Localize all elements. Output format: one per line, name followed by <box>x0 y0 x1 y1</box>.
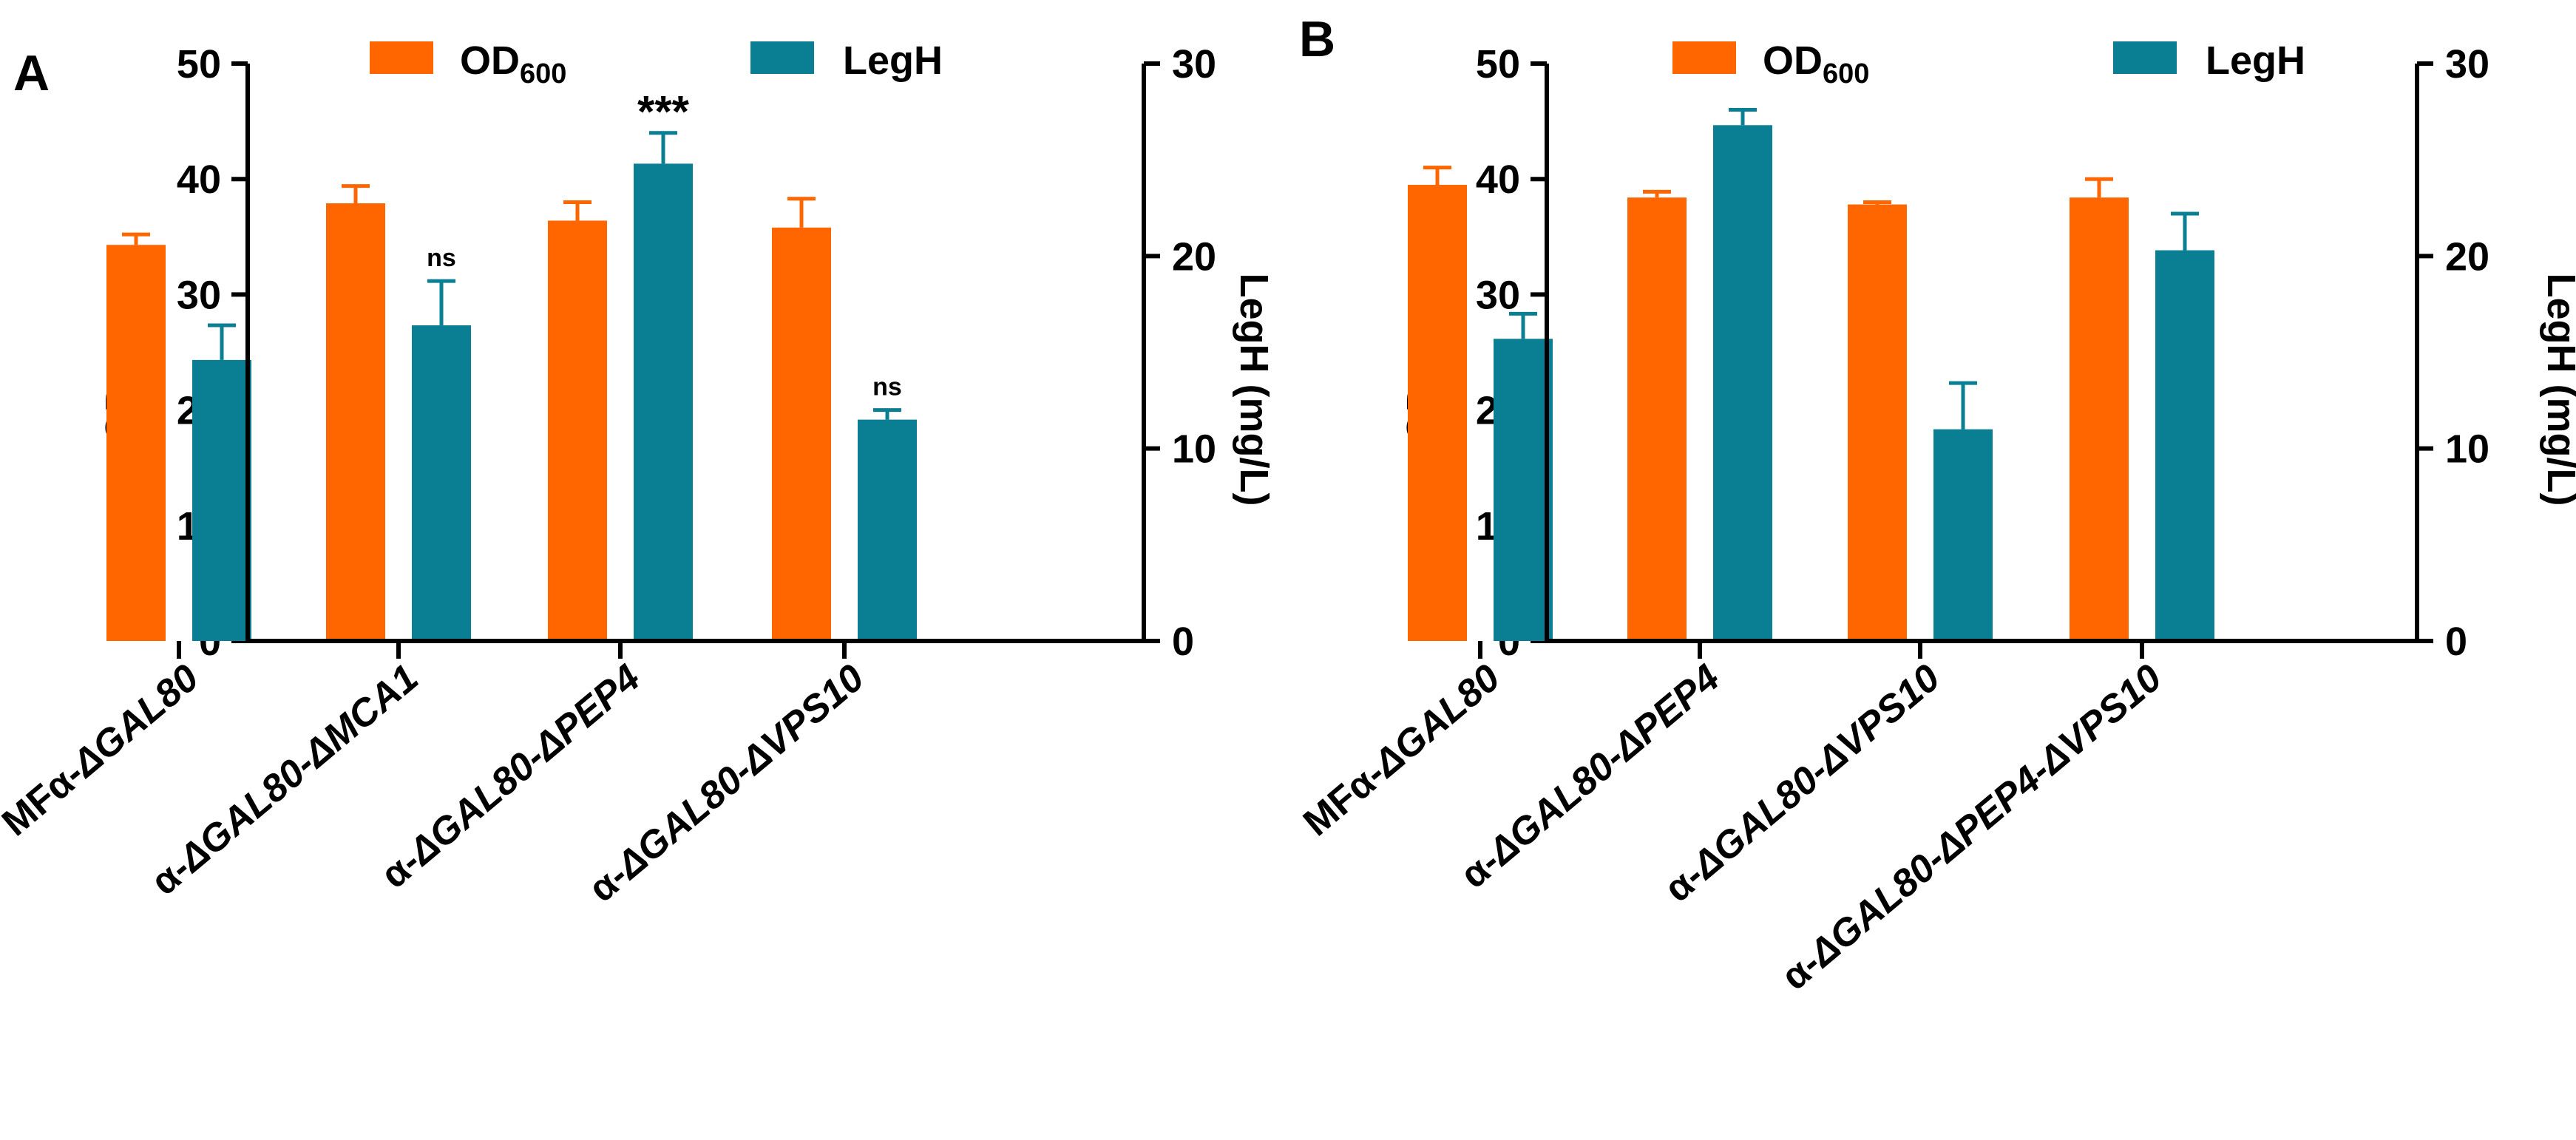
significance-label: ns <box>872 373 902 401</box>
y-right-tick-label: 30 <box>1172 42 1216 86</box>
panel-label: B <box>1299 11 1335 67</box>
bar-od600 <box>1408 185 1467 641</box>
legend-item-od600: OD600 <box>370 38 566 89</box>
bar-od600 <box>772 227 831 642</box>
y-axis-right-label: LegH (mg/L) <box>1232 274 1276 506</box>
y-right-tick-label: 10 <box>1172 427 1216 472</box>
bar-legh <box>1933 429 1993 641</box>
legend-item-legh: LegH <box>2113 38 2305 83</box>
y-left-tick-label: 50 <box>1476 42 1520 86</box>
x-tick-label: α-ΔGAL80-ΔPEP4-ΔVPS10 <box>1774 656 2170 999</box>
bar-od600 <box>326 203 385 641</box>
y-left-tick-label: 40 <box>1476 157 1520 202</box>
legend-label-od600: OD600 <box>460 38 566 89</box>
panel-a: A OD600 LegH OD600 LegH (mg/L) 0 10 20 30 40… <box>0 38 1276 911</box>
bar-legh <box>412 325 471 641</box>
legend-swatch-legh <box>750 41 814 74</box>
bar-od600 <box>1848 204 1907 642</box>
plot-area: 010203040500102030MFα-ΔGAL80α-ΔGAL80-ΔMC… <box>0 42 1216 911</box>
legend-label-od600: OD600 <box>1763 38 1869 89</box>
bar-od600 <box>2070 197 2129 641</box>
y-left-tick-label: 50 <box>177 42 221 86</box>
bar-od600 <box>548 220 607 641</box>
significance-label: *** <box>637 87 690 137</box>
x-tick-label: MFα-ΔGAL80 <box>1295 656 1508 845</box>
bar-legh <box>634 163 693 641</box>
legend-item-legh: LegH <box>750 38 943 83</box>
legend-item-od600: OD600 <box>1672 38 1869 89</box>
bar-legh <box>858 419 917 641</box>
y-right-tick-label: 20 <box>2445 234 2489 279</box>
y-left-tick-label: 40 <box>177 157 221 202</box>
legend-label-legh: LegH <box>843 38 943 83</box>
y-axis-right-label: LegH (mg/L) <box>2539 274 2576 506</box>
y-left-tick-label: 30 <box>1476 273 1520 317</box>
legend: OD600 LegH <box>370 38 943 89</box>
bar-od600 <box>106 245 166 641</box>
bar-legh <box>192 359 251 641</box>
legend-swatch-od600 <box>370 41 433 74</box>
panel-b: B OD600 LegH OD600 LegH (mg/L) 0 10 20 30 40… <box>1295 11 2576 999</box>
bar-legh <box>1494 339 1553 641</box>
legend: OD600 LegH <box>1672 38 2305 89</box>
bar-od600 <box>1627 197 1687 641</box>
bar-legh <box>1713 125 1772 642</box>
plot-area: 010203040500102030MFα-ΔGAL80α-ΔGAL80-ΔPE… <box>1295 42 2489 999</box>
y-right-tick-label: 30 <box>2445 42 2489 86</box>
y-right-tick-label: 0 <box>2445 620 2467 664</box>
legend-label-legh: LegH <box>2206 38 2305 83</box>
legend-swatch-legh <box>2113 41 2177 74</box>
panel-label: A <box>13 45 50 101</box>
legend-swatch-od600 <box>1672 41 1736 74</box>
bar-legh <box>2155 250 2214 642</box>
significance-label: ns <box>427 244 456 272</box>
y-right-tick-label: 0 <box>1172 620 1194 664</box>
y-left-tick-label: 30 <box>177 273 221 317</box>
y-right-tick-label: 10 <box>2445 427 2489 472</box>
y-right-tick-label: 20 <box>1172 234 1216 279</box>
x-tick-label: MFα-ΔGAL80 <box>0 656 207 845</box>
